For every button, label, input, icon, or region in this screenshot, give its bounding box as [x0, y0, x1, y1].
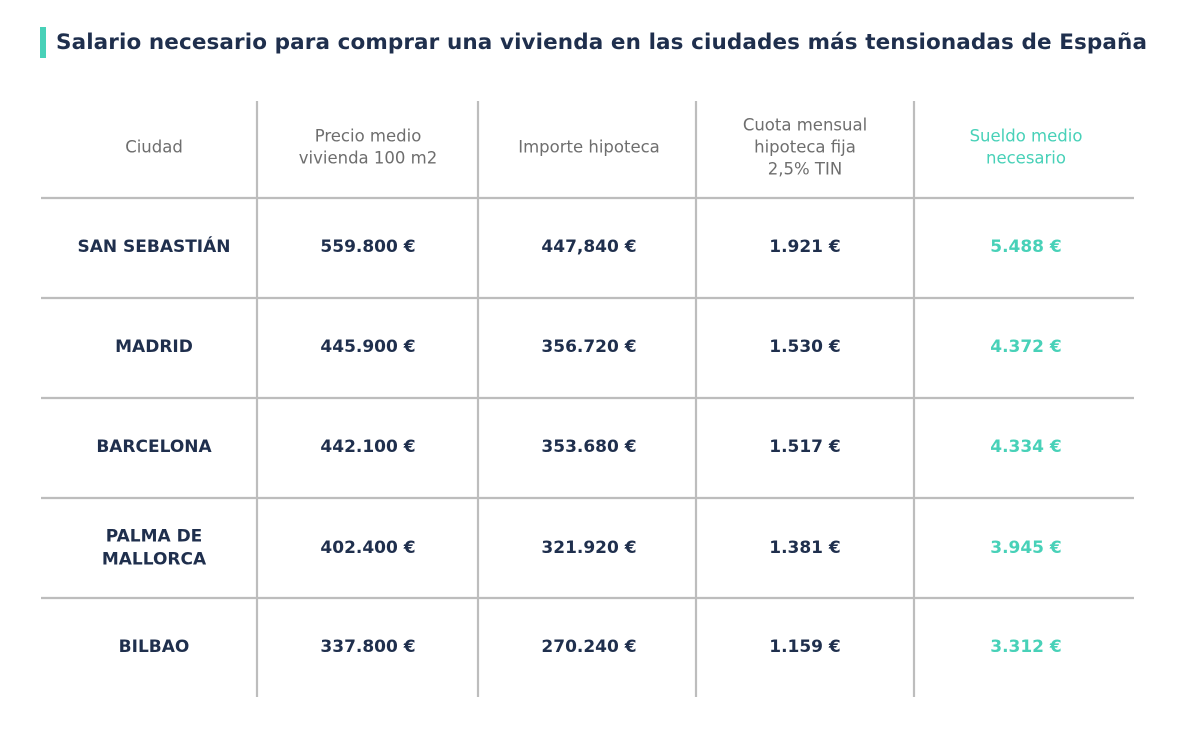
cell-r1-monthly: 1.921 € [769, 237, 841, 257]
cell-r4-city: PALMA DE MALLORCA [102, 527, 207, 570]
cell-r5-price: 337.800 € [320, 637, 415, 657]
chart-title-block: Salario necesario para comprar una vivie… [40, 26, 1147, 58]
cell-r5-salary: 3.312 € [990, 637, 1062, 657]
cell-r4-salary: 3.945 € [990, 538, 1062, 558]
chart-title: Salario necesario para comprar una vivie… [56, 29, 1148, 55]
header-salary: Sueldo medio necesario [970, 127, 1083, 168]
cell-r1-mortgage: 447,840 € [541, 237, 636, 257]
cell-r3-salary: 4.334 € [990, 437, 1062, 457]
cell-r1-city: SAN SEBASTIÁN [77, 235, 230, 257]
cell-r2-monthly: 1.530 € [769, 337, 841, 357]
cell-r2-price: 445.900 € [320, 337, 415, 357]
header-city: Ciudad [125, 138, 183, 157]
cell-r1-price: 559.800 € [320, 237, 415, 257]
cell-r2-city: MADRID [115, 337, 193, 357]
cell-r4-mortgage: 321.920 € [541, 538, 636, 558]
cell-r1-salary: 5.488 € [990, 237, 1062, 257]
header-mortgage: Importe hipoteca [518, 138, 660, 157]
header-monthly: Cuota mensual hipoteca fija 2,5% TIN [743, 116, 867, 179]
header-price: Precio medio vivienda 100 m2 [299, 127, 437, 168]
cell-r3-city: BARCELONA [96, 437, 212, 457]
cell-r3-price: 442.100 € [320, 437, 415, 457]
cell-r3-mortgage: 353.680 € [541, 437, 636, 457]
cell-r3-monthly: 1.517 € [769, 437, 841, 457]
cell-r2-salary: 4.372 € [990, 337, 1062, 357]
cell-r5-mortgage: 270.240 € [541, 637, 636, 657]
cell-r5-city: BILBAO [119, 637, 190, 657]
cell-r5-monthly: 1.159 € [769, 637, 841, 657]
cell-r4-monthly: 1.381 € [769, 538, 841, 558]
cell-r4-price: 402.400 € [320, 538, 415, 558]
cell-r2-mortgage: 356.720 € [541, 337, 636, 357]
title-accent-bar [40, 26, 46, 58]
